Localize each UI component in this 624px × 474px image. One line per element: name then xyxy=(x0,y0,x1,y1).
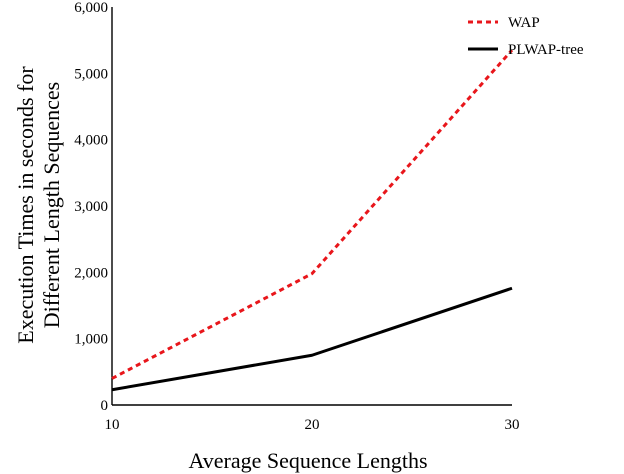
x-axis-title: Average Sequence Lengths xyxy=(188,448,427,473)
y-tick-label: 1,000 xyxy=(74,332,108,348)
x-tick-label: 10 xyxy=(105,417,120,433)
y-tick-label: 0 xyxy=(101,398,109,414)
y-tick-labels: 0 1,000 2,000 3,000 4,000 5,000 6,000 xyxy=(74,0,108,414)
axes xyxy=(111,7,512,406)
series-line-wap xyxy=(111,49,514,380)
y-axis-title-line-2: Different Length Sequences xyxy=(39,82,64,328)
y-tick-label: 5,000 xyxy=(74,66,108,82)
y-axis-title: Execution Times in seconds for Different… xyxy=(13,66,64,344)
x-tick-label: 20 xyxy=(305,417,320,433)
y-tick-label: 4,000 xyxy=(74,133,108,149)
y-tick-label: 6,000 xyxy=(74,0,108,16)
x-tick-labels: 10 20 30 xyxy=(105,417,520,433)
series-line-plwap-tree xyxy=(111,286,513,392)
legend-label-wap: WAP xyxy=(508,15,540,31)
legend: WAP PLWAP-tree xyxy=(468,15,584,58)
series-lines xyxy=(111,49,514,392)
x-tick-label: 30 xyxy=(505,417,520,433)
y-tick-label: 3,000 xyxy=(74,199,108,215)
y-axis-title-line-1: Execution Times in seconds for xyxy=(13,66,38,344)
y-tick-label: 2,000 xyxy=(74,265,108,281)
legend-label-plwap-tree: PLWAP-tree xyxy=(508,42,584,58)
